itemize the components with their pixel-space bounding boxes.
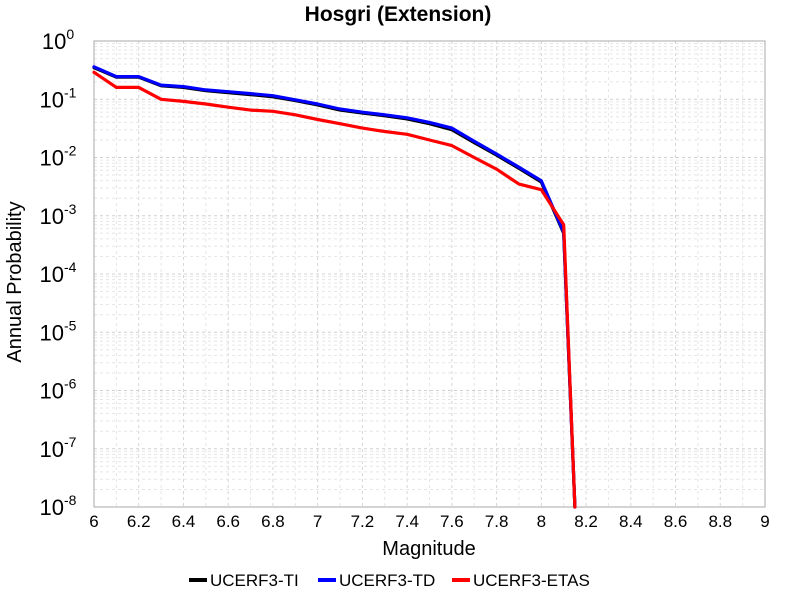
x-tick-label: 7.2	[351, 512, 375, 531]
x-tick-label: 7	[313, 512, 322, 531]
legend-label: UCERF3-TI	[210, 571, 299, 590]
y-tick-label: 10-5	[40, 317, 77, 345]
x-tick-label: 6.6	[216, 512, 240, 531]
x-tick-label: 6.4	[172, 512, 196, 531]
x-tick-label: 6.2	[127, 512, 151, 531]
y-tick-label: 100	[42, 26, 74, 54]
legend: UCERF3-TI UCERF3-TD UCERF3-ETAS	[189, 571, 590, 590]
y-tick-label: 10-8	[40, 492, 77, 520]
y-tick-label: 10-4	[40, 259, 77, 287]
x-tick-label: 7.6	[440, 512, 464, 531]
x-tick-label: 7.4	[395, 512, 419, 531]
x-tick-label: 8	[537, 512, 546, 531]
grid	[93, 41, 766, 508]
y-tick-label: 10-3	[40, 201, 77, 229]
chart-title: Hosgri (Extension)	[305, 3, 492, 26]
x-tick-label: 8.4	[619, 512, 643, 531]
y-tick-label: 10-7	[40, 434, 77, 462]
x-axis-ticks: 6 6.2 6.4 6.6 6.8 7 7.2 7.4 7.6 7.8 8 8.2 8.4 8.6 8.8 9	[89, 512, 769, 531]
x-tick-label: 6	[89, 512, 98, 531]
series-layer	[92, 65, 577, 509]
y-axis-ticks: 100 10-1 10-2 10-3 10-4 10-5 10-6 10-7 10-8	[40, 26, 77, 520]
y-axis-label: Annual Probability	[4, 201, 26, 362]
y-tick-label: 10-2	[40, 143, 77, 171]
x-tick-label: 8.6	[664, 512, 688, 531]
x-tick-label: 8.8	[708, 512, 732, 531]
series-line-ucerf3-td	[92, 65, 577, 509]
x-tick-label: 8.2	[574, 512, 598, 531]
series-line-ucerf3-etas	[92, 70, 577, 509]
y-tick-label: 10-6	[40, 376, 77, 404]
plot-frame	[93, 40, 766, 508]
x-axis-label: Magnitude	[382, 538, 475, 560]
x-tick-label: 7.8	[485, 512, 509, 531]
x-tick-label: 6.8	[261, 512, 285, 531]
legend-label: UCERF3-TD	[339, 571, 435, 590]
y-tick-label: 10-1	[40, 84, 77, 112]
x-tick-label: 9	[760, 512, 769, 531]
legend-label: UCERF3-ETAS	[473, 571, 590, 590]
